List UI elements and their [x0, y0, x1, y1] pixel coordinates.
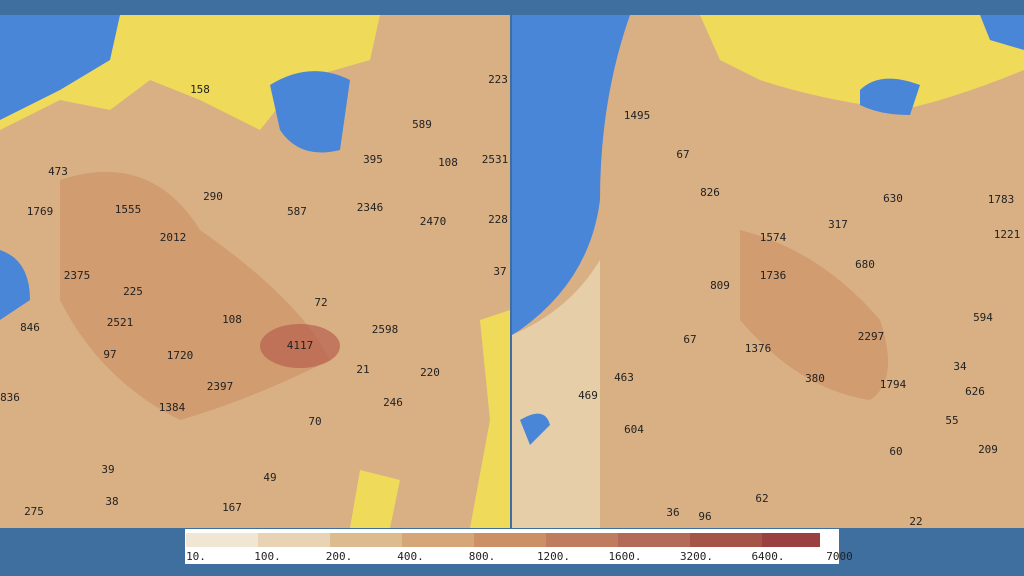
map-value: 167: [222, 501, 242, 514]
map-value: 1769: [27, 205, 54, 218]
legend-label: 6400.: [751, 550, 784, 563]
map-value: 2346: [357, 201, 384, 214]
map-value: 604: [624, 423, 644, 436]
legend-label: 3200.: [680, 550, 713, 563]
map-value: 96: [698, 510, 711, 523]
right-map: [512, 15, 1024, 528]
map-value: 589: [412, 118, 432, 131]
map-value: 380: [805, 372, 825, 385]
map-value: 2397: [207, 380, 234, 393]
map-value: 34: [953, 360, 967, 373]
map-value: 108: [222, 313, 242, 326]
map-value: 38: [105, 495, 118, 508]
map-value: 62: [755, 492, 768, 505]
map-value: 36: [666, 506, 679, 519]
map-value: 1783: [988, 193, 1015, 206]
map-value: 587: [287, 205, 307, 218]
map-value: 463: [614, 371, 634, 384]
map-value: 826: [700, 186, 720, 199]
legend: [185, 529, 839, 564]
map-value: 836: [0, 391, 20, 404]
map-value: 469: [578, 389, 598, 402]
legend-label: 7000: [826, 550, 853, 563]
map-value: 246: [383, 396, 403, 409]
map-value: 290: [203, 190, 223, 203]
legend-label: 100.: [254, 550, 281, 563]
map-value: 846: [20, 321, 40, 334]
map-value: 39: [101, 463, 114, 476]
map-value: 2375: [64, 269, 91, 282]
legend-label: 200.: [326, 550, 353, 563]
map-value: 55: [945, 414, 958, 427]
map-value: 97: [103, 348, 116, 361]
map-value: 2470: [420, 215, 447, 228]
map-value: 2531: [482, 153, 509, 166]
map-value: 49: [263, 471, 276, 484]
map-value: 22: [909, 515, 922, 528]
legend-label: 1600.: [608, 550, 641, 563]
map-value: 1720: [167, 349, 194, 362]
map-value: 158: [190, 83, 210, 96]
map-value: 72: [314, 296, 327, 309]
map-value: 1736: [760, 269, 787, 282]
map-value: 630: [883, 192, 903, 205]
map-value: 2521: [107, 316, 134, 329]
map-value: 1376: [745, 342, 772, 355]
map-value: 275: [24, 505, 44, 518]
map-value: 67: [683, 333, 696, 346]
map-value: 209: [978, 443, 998, 456]
map-value: 2598: [372, 323, 399, 336]
map-value: 680: [855, 258, 875, 271]
map-value: 108: [438, 156, 458, 169]
map-value: 1384: [159, 401, 186, 414]
map-value: 70: [308, 415, 321, 428]
map-value: 225: [123, 285, 143, 298]
map-value: 473: [48, 165, 68, 178]
map-value: 1555: [115, 203, 142, 216]
map-value: 67: [676, 148, 689, 161]
legend-label: 1200.: [537, 550, 570, 563]
map-value: 60: [889, 445, 902, 458]
map-value: 223: [488, 73, 508, 86]
left-map: [0, 15, 510, 528]
map-value: 220: [420, 366, 440, 379]
legend-label: 800.: [469, 550, 496, 563]
map-value: 594: [973, 311, 993, 324]
map-value: 2012: [160, 231, 187, 244]
map-value: 1574: [760, 231, 787, 244]
map-value: 4117: [287, 339, 314, 352]
map-value: 395: [363, 153, 383, 166]
map-value: 228: [488, 213, 508, 226]
legend-label: 10.: [186, 550, 206, 563]
map-value: 317: [828, 218, 848, 231]
map-value: 1495: [624, 109, 651, 122]
map-value: 37: [493, 265, 506, 278]
legend-label: 400.: [397, 550, 424, 563]
map-value: 1221: [994, 228, 1021, 241]
map-value: 626: [965, 385, 985, 398]
map-value: 21: [356, 363, 369, 376]
map-value: 2297: [858, 330, 885, 343]
map-value: 1794: [880, 378, 907, 391]
map-value: 809: [710, 279, 730, 292]
